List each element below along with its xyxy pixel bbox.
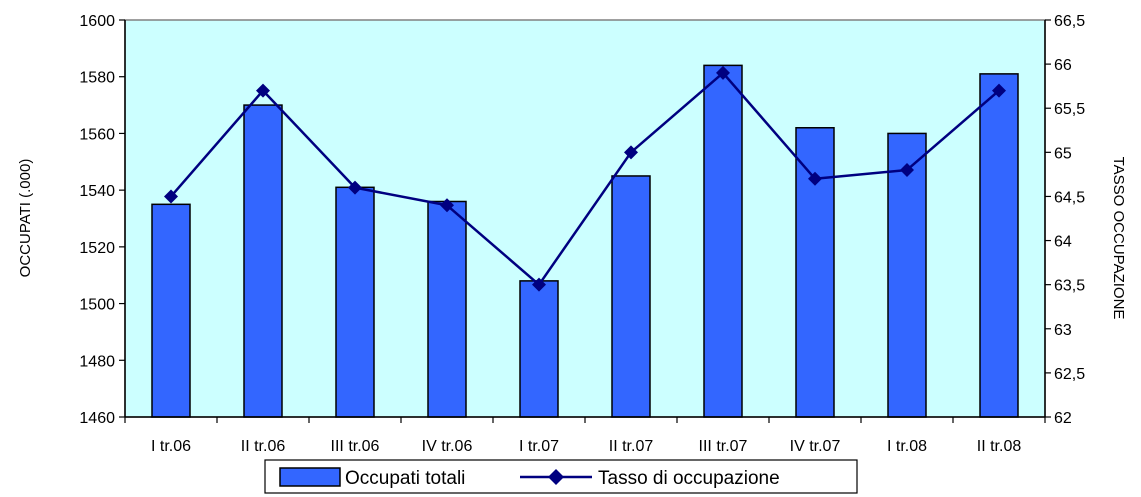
line-point-iv-tr-07 <box>808 171 822 186</box>
x-tick-label: I tr.08 <box>887 438 927 455</box>
bar-iii-tr-07 <box>703 64 743 418</box>
y-tick-label: 1500 <box>79 297 115 314</box>
legend: Occupati totali Tasso di occupazione <box>264 459 858 494</box>
y-tick-label: 1540 <box>79 183 115 200</box>
y2-tick-label: 66 <box>1054 57 1072 74</box>
bar-iii-tr-06 <box>335 186 375 418</box>
x-tick-label: III tr.07 <box>699 438 748 455</box>
line-point-ii-tr-07 <box>624 145 638 160</box>
legend-label-line: Tasso di occupazione <box>598 468 780 489</box>
legend-swatch-bars <box>279 467 341 487</box>
bar-i-tr-06 <box>151 203 191 418</box>
y2-axis-ticks: 62 62,5 63 63,5 64 64,5 65 65,5 66 66,5 <box>1045 13 1085 427</box>
bar-ii-tr-08 <box>979 73 1019 418</box>
y2-tick-label: 63 <box>1054 322 1072 339</box>
x-tick-label: I tr.06 <box>151 438 191 455</box>
legend-diamond-marker <box>548 469 564 485</box>
y2-tick-label: 64 <box>1054 234 1072 251</box>
y-axis-title: OCCUPATI (.000) <box>17 159 34 278</box>
y-tick-label: 1600 <box>79 13 115 30</box>
y2-tick-label: 65 <box>1054 145 1072 162</box>
x-tick-label: IV tr.07 <box>790 438 841 455</box>
bar-iv-tr-06 <box>427 200 467 418</box>
y2-axis-title: TASSO OCCUPAZIONE <box>1110 157 1127 320</box>
line-point-iii-tr-06 <box>348 180 362 195</box>
y2-tick-label: 65,5 <box>1054 101 1085 118</box>
x-tick-label: II tr.06 <box>241 438 286 455</box>
line-path <box>170 71 1000 286</box>
line-point-i-tr-06 <box>164 189 178 204</box>
line-point-iv-tr-06 <box>440 198 454 213</box>
bar-ii-tr-07 <box>611 175 651 418</box>
bar-i-tr-08 <box>887 132 927 418</box>
line-point-ii-tr-08 <box>992 83 1006 98</box>
y-tick-label: 1460 <box>79 410 115 427</box>
x-tick-label: II tr.08 <box>977 438 1022 455</box>
y-axis-ticks: 1460 1480 1500 1520 1540 1560 1580 1600 <box>79 13 125 427</box>
line-point-i-tr-08 <box>900 162 914 177</box>
y2-tick-label: 63,5 <box>1054 278 1085 295</box>
x-tick-label: III tr.06 <box>331 438 380 455</box>
y-tick-label: 1560 <box>79 126 115 143</box>
bar-series <box>151 64 1019 418</box>
x-tick-label: IV tr.06 <box>422 438 473 455</box>
y-tick-label: 1480 <box>79 353 115 370</box>
legend-label-bars: Occupati totali <box>345 468 465 489</box>
bar-i-tr-07 <box>519 280 559 418</box>
y-tick-label: 1520 <box>79 240 115 257</box>
x-tick-label: I tr.07 <box>519 438 559 455</box>
y2-tick-label: 64,5 <box>1054 189 1085 206</box>
y2-tick-label: 62,5 <box>1054 366 1085 383</box>
line-point-ii-tr-06 <box>256 83 270 98</box>
line-point-i-tr-07 <box>532 277 546 292</box>
bar-ii-tr-06 <box>243 104 283 418</box>
x-axis-ticks: I tr.06 II tr.06 III tr.06 IV tr.06 I tr.07 I… <box>124 417 1046 455</box>
line-point-iii-tr-07 <box>716 65 730 80</box>
bar-iv-tr-07 <box>795 127 835 418</box>
y2-tick-label: 62 <box>1054 410 1072 427</box>
y2-tick-label: 66,5 <box>1054 13 1085 30</box>
x-tick-label: II tr.07 <box>609 438 654 455</box>
y-tick-label: 1580 <box>79 70 115 87</box>
line-series <box>164 65 1006 292</box>
